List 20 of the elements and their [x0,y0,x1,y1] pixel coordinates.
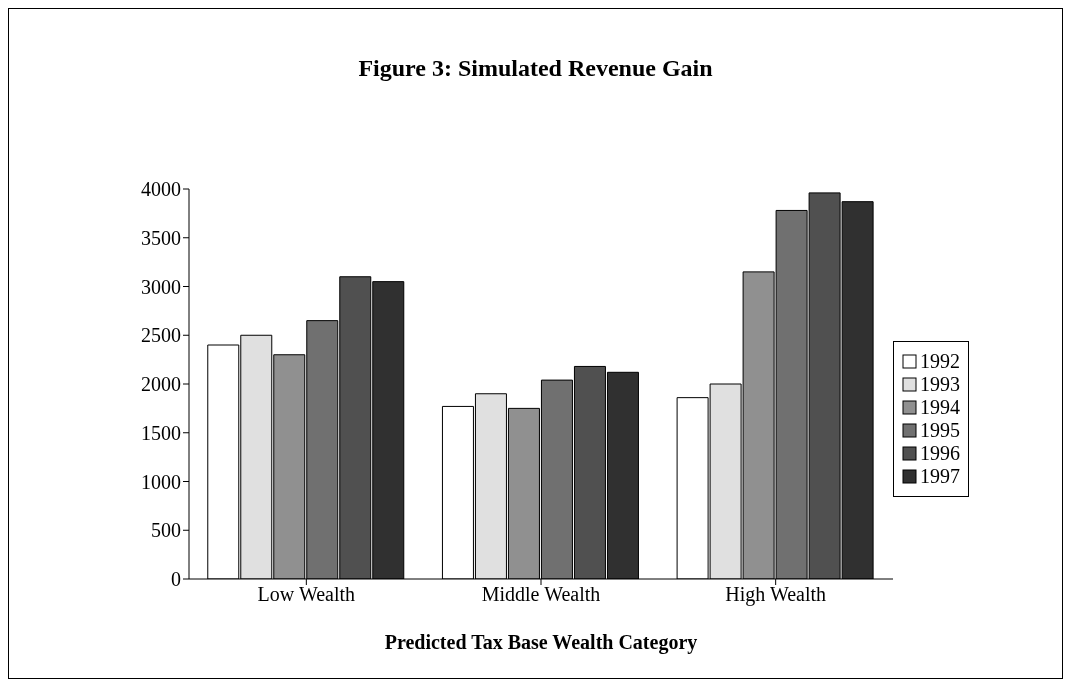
x-axis-title: Predicted Tax Base Wealth Category [384,631,698,654]
legend-label: 1992 [920,350,960,373]
legend-label: 1994 [920,396,960,419]
y-tick-label: 3500 [141,226,181,249]
x-tick-label: High Wealth [725,583,827,607]
legend-label: 1995 [920,419,960,442]
y-tick-label: 3000 [141,275,181,298]
legend-label: 1997 [920,465,960,488]
y-tick-label: 2000 [141,373,181,396]
x-tick-label: Middle Wealth [481,583,601,606]
y-tick-label: 4000 [141,178,181,201]
y-tick-label: 1500 [141,421,181,444]
y-tick-label: 500 [151,519,181,542]
y-tick-label: 0 [171,568,181,591]
chart-title: Figure 3: Simulated Revenue Gain [357,55,714,82]
x-tick-label: Low Wealth [257,583,356,606]
legend-label: 1993 [920,373,960,396]
legend-label: 1996 [920,442,960,465]
y-tick-label: 1000 [141,470,181,493]
y-tick-label: 2500 [141,324,181,347]
